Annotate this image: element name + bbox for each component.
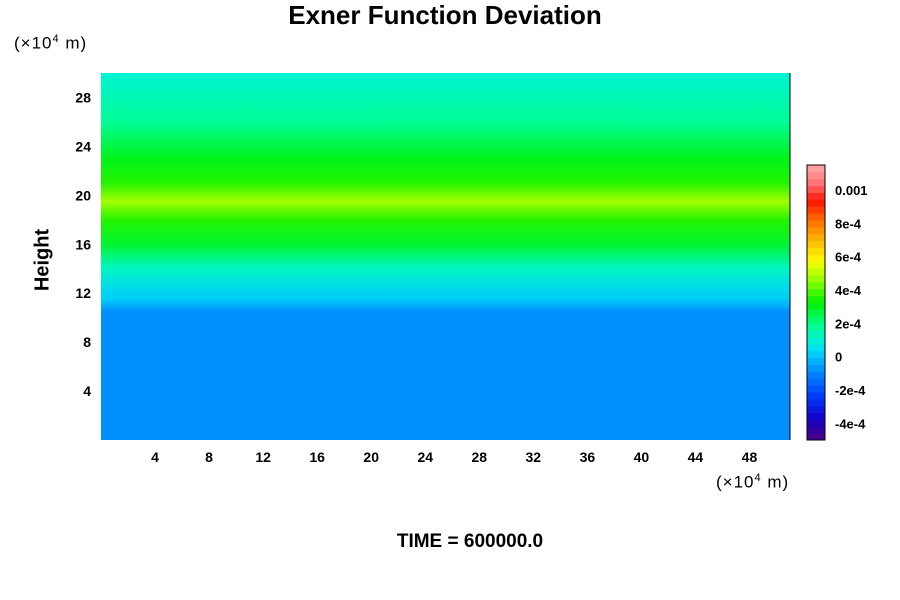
y-axis-unit: (×104 m): [14, 33, 87, 54]
y-unit-suffix: m): [59, 33, 88, 53]
y-tick-label: 24: [75, 138, 91, 154]
y-unit-exponent: 4: [52, 33, 60, 45]
colorbar-band: [807, 268, 825, 276]
time-label: TIME = 600000.0: [396, 531, 544, 552]
colorbar-band: [807, 199, 825, 207]
y-tick-label: 28: [75, 89, 91, 105]
colorbar-band: [807, 316, 825, 324]
colorbar-tick-label: -2e-4: [835, 383, 866, 398]
chart-title: Exner Function Deviation: [288, 0, 602, 30]
colorbar-band: [807, 391, 825, 400]
colorbar-band: [807, 240, 825, 248]
x-tick-label: 12: [255, 449, 271, 465]
colorbar-band: [807, 165, 825, 173]
x-tick-label: 48: [742, 449, 758, 465]
colorbar-tick-label: 2e-4: [835, 316, 862, 331]
colorbar-band: [807, 405, 825, 413]
x-unit-suffix: m): [761, 472, 790, 492]
colorbar-band: [807, 192, 825, 200]
colorbar-band: [807, 364, 825, 372]
x-tick-label: 40: [634, 449, 650, 465]
colorbar-band: [807, 412, 825, 420]
colorbar-tick-label: 6e-4: [835, 250, 862, 265]
heatmap-field: [101, 73, 790, 440]
colorbar-band: [807, 398, 825, 407]
x-unit-exponent: 4: [754, 472, 762, 484]
colorbar-band: [807, 171, 825, 180]
colorbar-band: [807, 323, 825, 331]
y-tick-label: 16: [75, 236, 91, 252]
colorbar-band: [807, 378, 825, 386]
colorbar-frame: [806, 164, 826, 441]
x-tick-label: 44: [688, 449, 704, 465]
x-tick-label: 24: [417, 449, 433, 465]
colorbar-band: [807, 281, 825, 290]
colorbar-band: [807, 371, 825, 379]
y-tick-label: 4: [83, 383, 91, 399]
x-tick-label: 28: [471, 449, 487, 465]
colorbar-band: [807, 275, 825, 283]
colorbar-band: [807, 220, 825, 228]
x-tick-label: 20: [363, 449, 379, 465]
y-tick-label: 12: [75, 285, 91, 301]
x-tick-label: 4: [151, 449, 159, 465]
colorbar-band: [807, 419, 825, 427]
colorbar-band: [807, 206, 825, 214]
y-tick-label: 20: [75, 187, 91, 203]
colorbar-band: [807, 178, 825, 187]
x-unit-prefix: (×10: [716, 472, 755, 492]
x-tick-label: 8: [205, 449, 213, 465]
colorbar-tick-label: -4e-4: [835, 416, 866, 431]
colorbar-band: [807, 357, 825, 365]
y-tick-label: 8: [83, 334, 91, 350]
colorbar-band: [807, 247, 825, 255]
colorbar-band: [807, 330, 825, 338]
x-tick-label: 32: [526, 449, 542, 465]
colorbar-band: [807, 295, 825, 303]
colorbar-band: [807, 343, 825, 352]
colorbar-band: [807, 426, 825, 434]
x-tick-label: 16: [309, 449, 325, 465]
colorbar-band: [807, 185, 825, 193]
colorbar-band: [807, 254, 825, 262]
colorbar-band: [807, 302, 825, 310]
colorbar-band: [807, 233, 825, 242]
colorbar-band: [807, 309, 825, 317]
y-unit-prefix: (×10: [14, 33, 53, 53]
colorbar-tick-label: 4e-4: [835, 283, 862, 298]
colorbar-band: [807, 336, 825, 345]
colorbar-band: [807, 288, 825, 297]
x-tick-label: 36: [580, 449, 596, 465]
colorbar-band: [807, 350, 825, 358]
colorbar-tick-label: 0.001: [835, 183, 868, 198]
colorbar-band: [807, 226, 825, 235]
x-axis-unit: (×104 m): [716, 472, 789, 493]
colorbar-band: [807, 433, 825, 441]
colorbar-band: [807, 261, 825, 269]
colorbar-band: [807, 213, 825, 221]
colorbar-tick-label: 0: [835, 350, 842, 365]
colorbar-tick-label: 8e-4: [835, 216, 862, 231]
colorbar-band: [807, 385, 825, 393]
